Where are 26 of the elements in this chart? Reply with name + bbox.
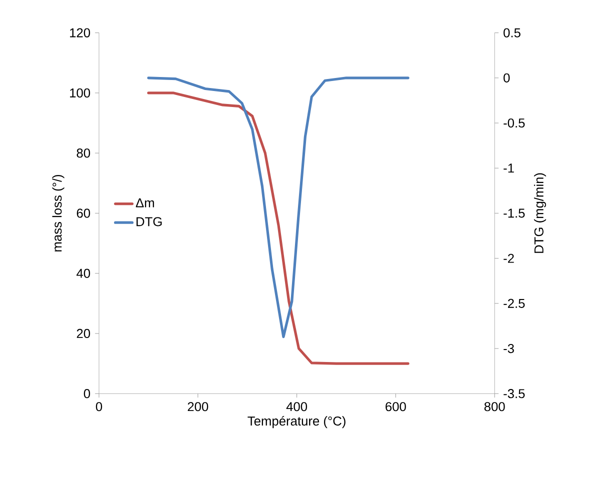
y2-tick-label: -3.5 — [504, 389, 525, 398]
x-tick-label: 400 — [286, 402, 308, 412]
x-tick-label: 200 — [188, 402, 208, 412]
y-tick-label: 20 — [76, 328, 90, 338]
y2-tick-label: -1.5 — [504, 208, 525, 218]
y2-axis-title: DTG (mg/min) — [534, 173, 546, 253]
y-tick-label: 80 — [76, 148, 90, 158]
y2-tick-label: -2.5 — [504, 298, 525, 308]
y2-tick-label: -2 — [504, 254, 514, 263]
x-axis-title: Température (°C) — [248, 416, 346, 428]
y-tick-label: 120 — [70, 28, 90, 38]
x-tick-label: 800 — [484, 402, 505, 412]
legend-label: Δm — [136, 198, 154, 208]
y2-tick-label: -0.5 — [504, 118, 525, 128]
legend-label: DTG — [136, 217, 162, 226]
y-tick-label: 0 — [84, 389, 90, 398]
y2-tick-label: -1 — [504, 164, 514, 172]
y-tick-label: 100 — [70, 88, 90, 98]
x-tick-label: 600 — [386, 402, 406, 412]
y-tick-label: 40 — [76, 268, 90, 278]
y-axis-title: mass loss (°/) — [52, 174, 64, 252]
y2-tick-label: -3 — [504, 344, 514, 354]
x-tick-label: 0 — [96, 402, 102, 412]
y2-tick-label: 0.5 — [504, 28, 520, 38]
y2-tick-label: 0 — [504, 73, 510, 82]
y-tick-label: 60 — [76, 208, 90, 218]
